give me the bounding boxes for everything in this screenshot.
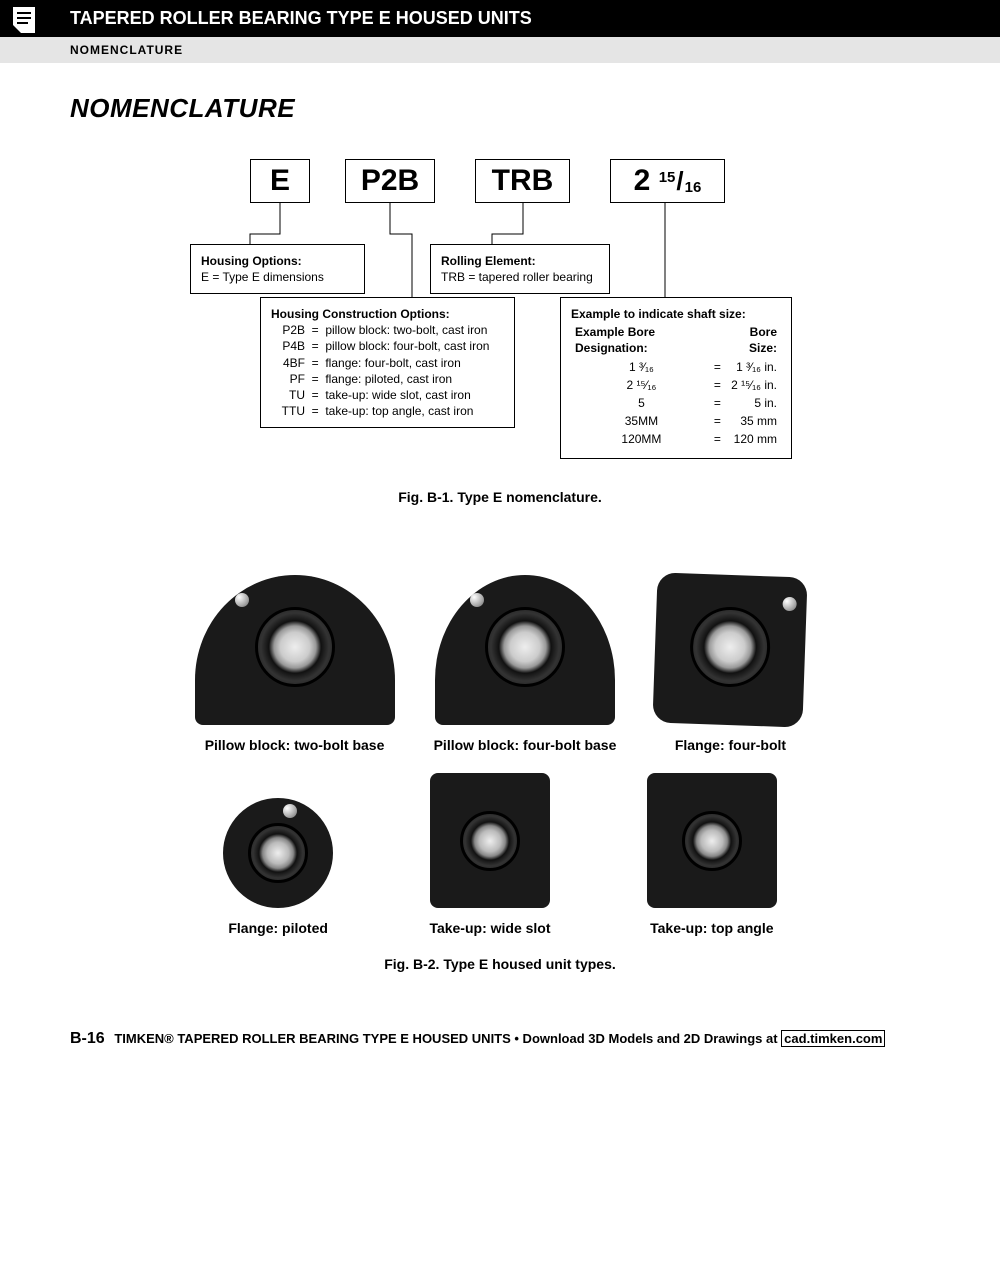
product-row-2: Flange: piloted Take-up: wide slot Take-… [175, 773, 825, 936]
bore-col1: Example Bore Designation: [573, 324, 710, 356]
page-footer: B-16 TIMKEN® TAPERED ROLLER BEARING TYPE… [0, 1022, 1000, 1088]
page-body: NOMENCLATURE E P2B TRB 2 15/16 Housing O… [0, 63, 1000, 1022]
construction-row: P2B = pillow block: two-bolt, cast iron [271, 322, 504, 338]
code-trb: TRB [475, 159, 570, 203]
construction-row: 4BF = flange: four-bolt, cast iron [271, 355, 504, 371]
section-title: NOMENCLATURE [70, 93, 930, 124]
fig1-caption: Fig. B-1. Type E nomenclature. [70, 489, 930, 505]
construction-row: P4B = pillow block: four-bolt, cast iron [271, 338, 504, 354]
bore-row: 1 ³⁄₁₆=1 ³⁄₁₆ in. [573, 359, 779, 375]
fig2-caption: Fig. B-2. Type E housed unit types. [70, 956, 930, 972]
subheader: NOMENCLATURE [0, 37, 1000, 63]
footer-link[interactable]: cad.timken.com [781, 1030, 885, 1047]
product-label: Flange: four-bolt [655, 737, 805, 753]
construction-box: Housing Construction Options: P2B = pill… [260, 297, 515, 428]
bore-row: 5=5 in. [573, 395, 779, 411]
construction-row: TU = take-up: wide slot, cast iron [271, 387, 504, 403]
product-flange-4bolt: Flange: four-bolt [655, 575, 805, 753]
shaft-size-box: Example to indicate shaft size: Example … [560, 297, 792, 459]
rolling-element-title: Rolling Element: [441, 253, 599, 269]
rolling-element-line: TRB = tapered roller bearing [441, 269, 599, 285]
doc-icon [10, 5, 40, 35]
housing-options-box: Housing Options: E = Type E dimensions [190, 244, 365, 294]
product-takeup-topangle: Take-up: top angle [647, 773, 777, 936]
page-header: TAPERED ROLLER BEARING TYPE E HOUSED UNI… [0, 0, 1000, 37]
product-label: Take-up: top angle [647, 920, 777, 936]
product-row-1: Pillow block: two-bolt base Pillow block… [175, 575, 825, 753]
housing-options-title: Housing Options: [201, 253, 354, 269]
product-label: Take-up: wide slot [429, 920, 550, 936]
product-label: Pillow block: four-bolt base [434, 737, 617, 753]
bore-col2: Bore Size: [725, 324, 779, 356]
product-label: Pillow block: two-bolt base [195, 737, 395, 753]
product-pillow-2bolt: Pillow block: two-bolt base [195, 575, 395, 753]
code-size-num: 15 [659, 169, 676, 186]
page-number: B-16 [70, 1030, 105, 1047]
subheader-text: NOMENCLATURE [70, 43, 183, 57]
code-e: E [250, 159, 310, 203]
header-title: TAPERED ROLLER BEARING TYPE E HOUSED UNI… [70, 8, 532, 28]
code-size-den: 16 [685, 179, 702, 196]
housing-options-line: E = Type E dimensions [201, 269, 354, 285]
construction-title: Housing Construction Options: [271, 306, 504, 322]
nomenclature-diagram: E P2B TRB 2 15/16 Housing Options: E = T… [190, 159, 810, 459]
code-size-int: 2 [634, 164, 651, 197]
product-label: Flange: piloted [223, 920, 333, 936]
code-size: 2 15/16 [610, 159, 725, 203]
rolling-element-box: Rolling Element: TRB = tapered roller be… [430, 244, 610, 294]
code-p2b: P2B [345, 159, 435, 203]
shaft-title: Example to indicate shaft size: [571, 306, 781, 322]
construction-row: TTU = take-up: top angle, cast iron [271, 403, 504, 419]
bore-row: 120MM=120 mm [573, 431, 779, 447]
products-grid: Pillow block: two-bolt base Pillow block… [175, 575, 825, 936]
construction-row: PF = flange: piloted, cast iron [271, 371, 504, 387]
product-pillow-4bolt: Pillow block: four-bolt base [434, 575, 617, 753]
footer-text: TIMKEN® TAPERED ROLLER BEARING TYPE E HO… [114, 1031, 777, 1046]
product-flange-piloted: Flange: piloted [223, 798, 333, 936]
bore-row: 35MM=35 mm [573, 413, 779, 429]
bore-row: 2 ¹⁵⁄₁₆=2 ¹⁵⁄₁₆ in. [573, 377, 779, 393]
product-takeup-wideslot: Take-up: wide slot [429, 773, 550, 936]
